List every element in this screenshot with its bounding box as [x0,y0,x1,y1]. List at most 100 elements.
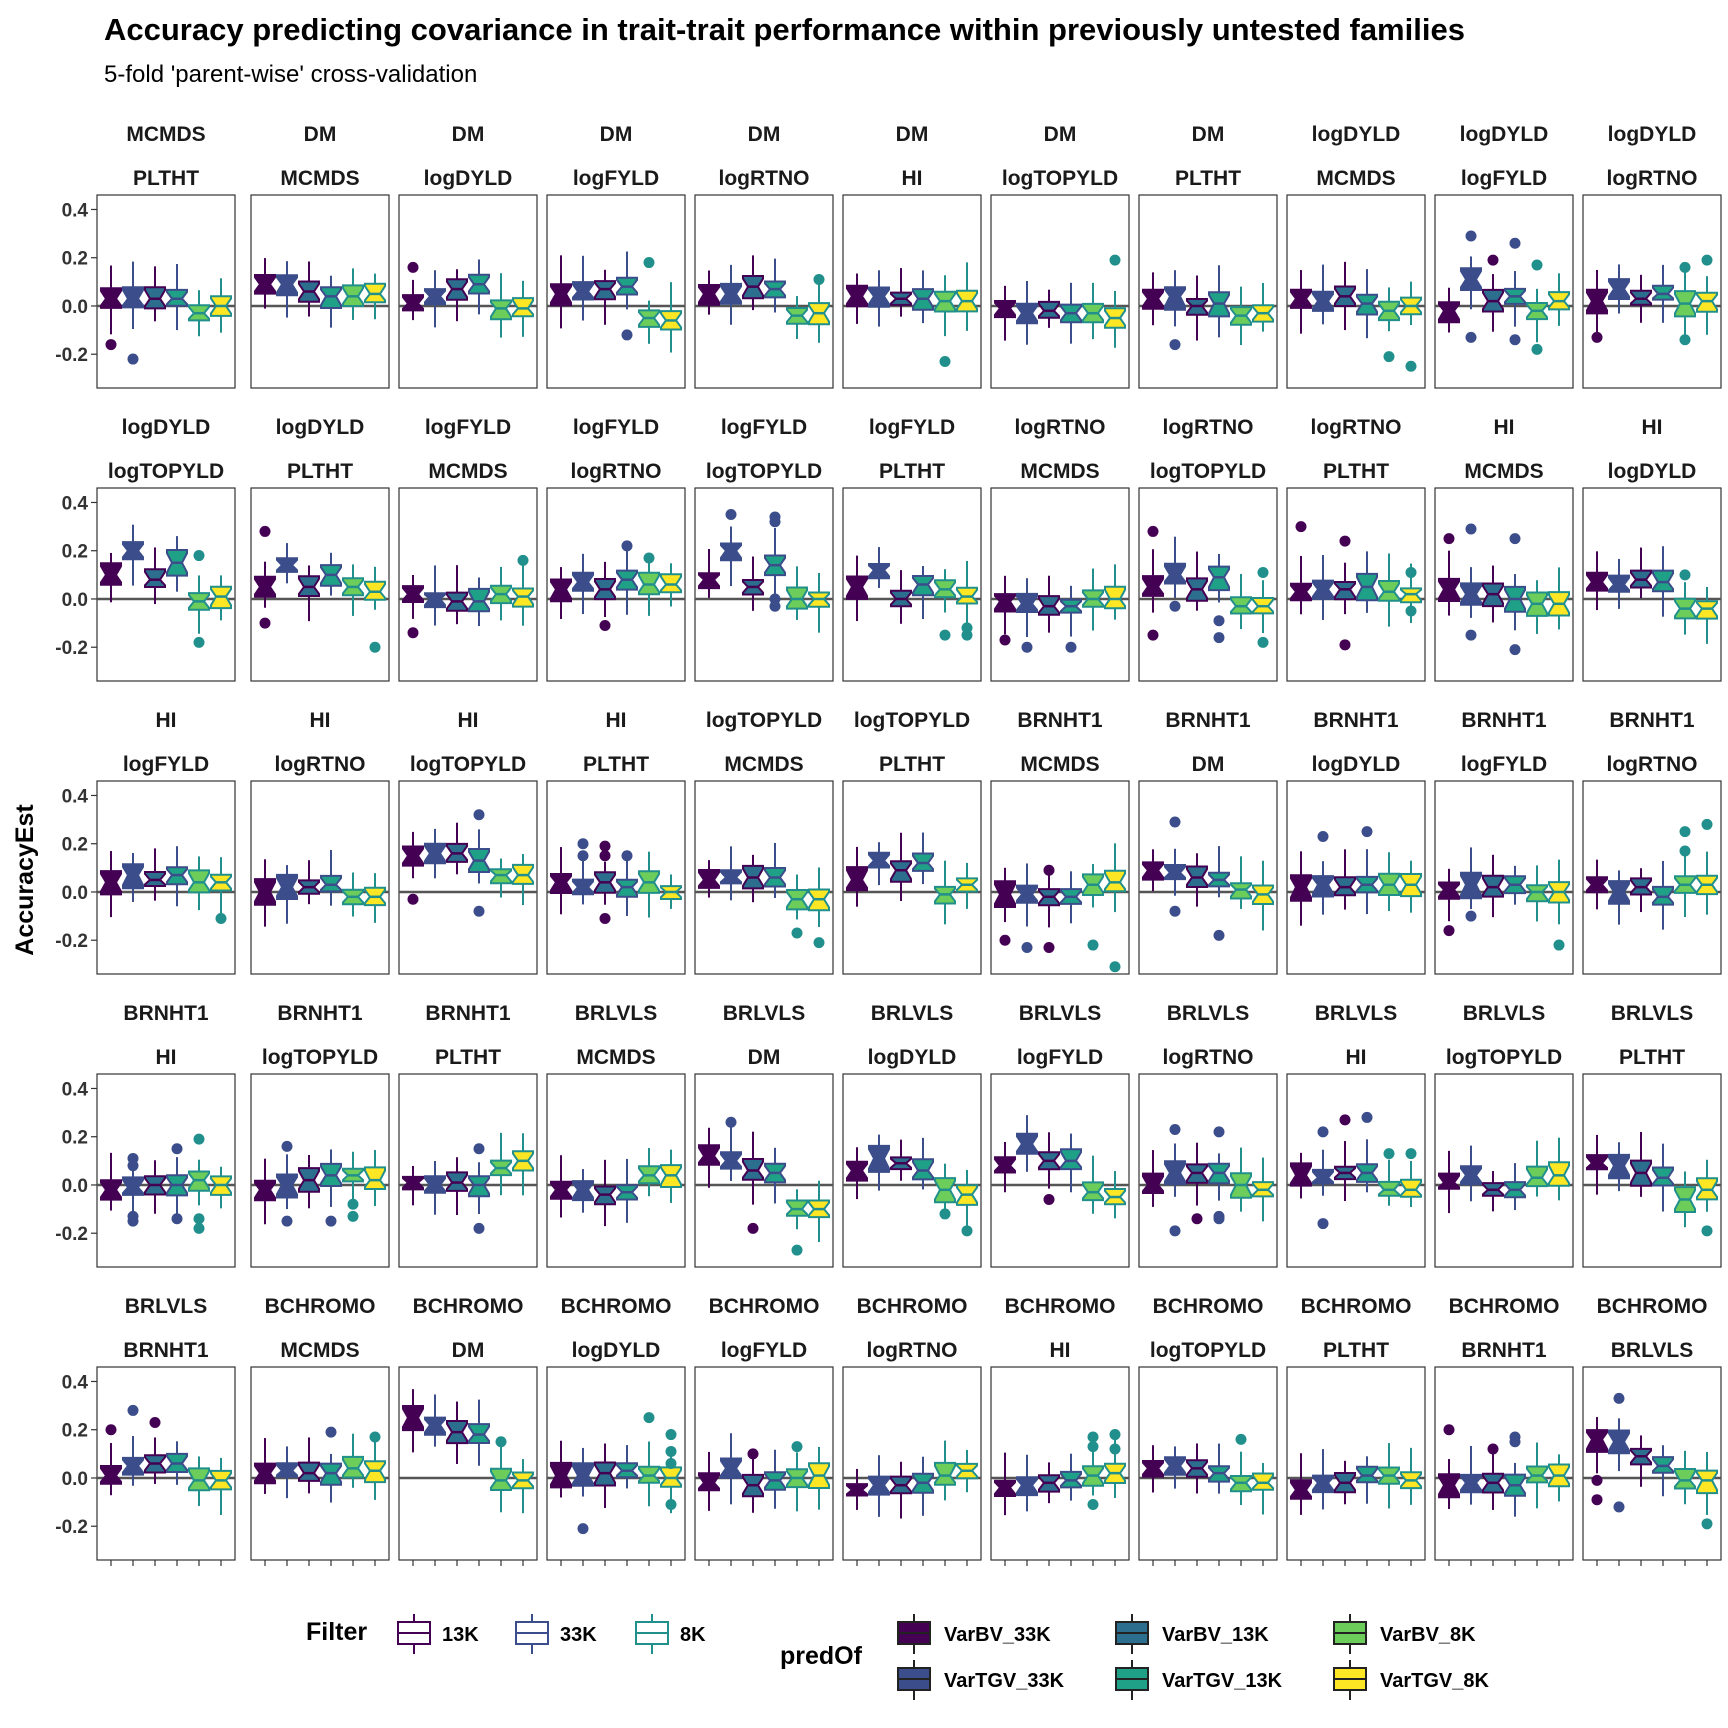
legend-label: 33K [560,1624,597,1646]
facet-strip-label: logDYLD [276,416,365,439]
outlier-point [1591,331,1603,343]
facet-strip-label: logRTNO [1163,1046,1254,1069]
outlier-point [1509,237,1521,249]
outlier-point [1613,1392,1625,1404]
facet-strip-label: MCMDS [428,460,507,483]
facet-strip-label: BRNHT1 [1609,709,1694,732]
facet-panel: HI logDYLD [1582,416,1722,682]
facet-strip-label: logRTNO [1311,416,1402,439]
facet-strip-label: DM [452,1339,485,1362]
outlier-point [665,1499,677,1511]
facet-strip-label: PLTHT [1175,167,1241,190]
outlier-point [577,838,589,850]
facet-strip-label: logTOPYLD [1446,1046,1562,1069]
panel-border [1286,1073,1426,1268]
outlier-point [1191,1213,1203,1225]
outlier-point [725,509,737,521]
facet-panel: logFYLD MCMDS [398,416,538,682]
facet-strip-label: BRLVLS [1167,1002,1249,1025]
facet-strip-label: BRNHT1 [1165,709,1250,732]
facet-strip-label: logTOPYLD [706,709,822,732]
y-tick-label: 0.2 [62,249,88,270]
outlier-point [1169,1123,1181,1135]
outlier-point [281,1140,293,1152]
facet-strip-label: BRNHT1 [1017,709,1102,732]
facet-panel: BCHROMO BRNHT1 [1434,1295,1574,1566]
outlier-point [1465,910,1477,922]
facet-strip-label: logDYLD [1460,123,1549,146]
legend-label: VarBV_13K [1162,1624,1269,1646]
facet-panel: BRLVLS logTOPYLD [1434,1002,1574,1268]
notched-box [320,286,342,309]
outlier-point [495,1436,507,1448]
notched-box [1230,882,1252,900]
facet-strip-label: BRLVLS [1315,1002,1397,1025]
panel-border [398,1366,538,1561]
y-tick-label: 0.4 [62,200,89,221]
facet-panel: logDYLD MCMDS [1286,123,1426,389]
facet-panel: BRLVLS logDYLD [842,1002,982,1268]
facet-strip-label: PLTHT [133,167,199,190]
outlier-point [1109,254,1121,266]
outlier-point [791,927,803,939]
panel-border [990,780,1130,975]
outlier-point [939,355,951,367]
panel-border [990,487,1130,682]
facet-panel: logDYLD PLTHT [250,416,390,682]
facet-panel: HI logTOPYLD [398,709,538,975]
outlier-point [725,1116,737,1128]
outlier-point [1065,641,1077,653]
outlier-point [621,850,633,862]
y-tick-label: -0.2 [55,931,88,952]
outlier-point [1591,1494,1603,1506]
outlier-point [939,1208,951,1220]
outlier-point [325,1215,337,1227]
outlier-point [105,1424,117,1436]
facet-panel: DM logTOPYLD [990,123,1130,389]
outlier-point [1169,816,1181,828]
y-tick-label: 0.0 [62,297,88,318]
outlier-point [171,1213,183,1225]
facet-panel: BCHROMO HI [990,1295,1130,1566]
outlier-point [1383,1148,1395,1160]
outlier-point [517,554,529,566]
outlier-point [1021,941,1033,953]
facet-strip-label: HI [458,709,479,732]
outlier-point [1701,254,1713,266]
chart-subtitle: 5-fold 'parent-wise' cross-validation [104,61,477,88]
facet-strip-label: logTOPYLD [262,1046,378,1069]
facet-strip-label: BRLVLS [871,1002,953,1025]
facet-panel: BRLVLS HI [1286,1002,1426,1268]
facet-panel: HI logRTNO [250,709,390,975]
facet-panel: MCMDS PLTHT 0.4 0.2 0.0 -0.2 [55,123,236,389]
outlier-point [1679,569,1691,581]
facet-strip-label: DM [748,123,781,146]
facet-panel: logFYLD PLTHT [842,416,982,682]
outlier-point [369,641,381,653]
outlier-point [1213,1126,1225,1138]
notched-box [1104,869,1126,893]
facet-panel: BRLVLS BRNHT1 0.4 0.2 0.0 -0.2 [55,1295,236,1566]
outlier-point [643,1412,655,1424]
outlier-point [1405,605,1417,617]
legend-label: 13K [442,1624,479,1646]
facet-strip-label: BRLVLS [723,1002,805,1025]
facet-strip-label: BRLVLS [575,1002,657,1025]
facet-strip-label: logFYLD [1017,1046,1103,1069]
panel-border [1138,1073,1278,1268]
facet-strip-label: BRLVLS [125,1295,207,1318]
panel-border [1582,1073,1722,1268]
outlier-point [1509,533,1521,545]
outlier-point [127,1215,139,1227]
facet-strip-label: logRTNO [867,1339,958,1362]
outlier-point [1339,535,1351,547]
outlier-point [1531,343,1543,355]
facet-strip-label: logTOPYLD [706,460,822,483]
facet-strip-label: BCHROMO [413,1295,524,1318]
facet-strip-label: BRLVLS [1611,1002,1693,1025]
y-tick-label: 0.2 [62,1421,88,1442]
facet-strip-label: logTOPYLD [854,709,970,732]
legend-label: VarTGV_33K [944,1670,1065,1692]
facet-strip-label: DM [452,123,485,146]
